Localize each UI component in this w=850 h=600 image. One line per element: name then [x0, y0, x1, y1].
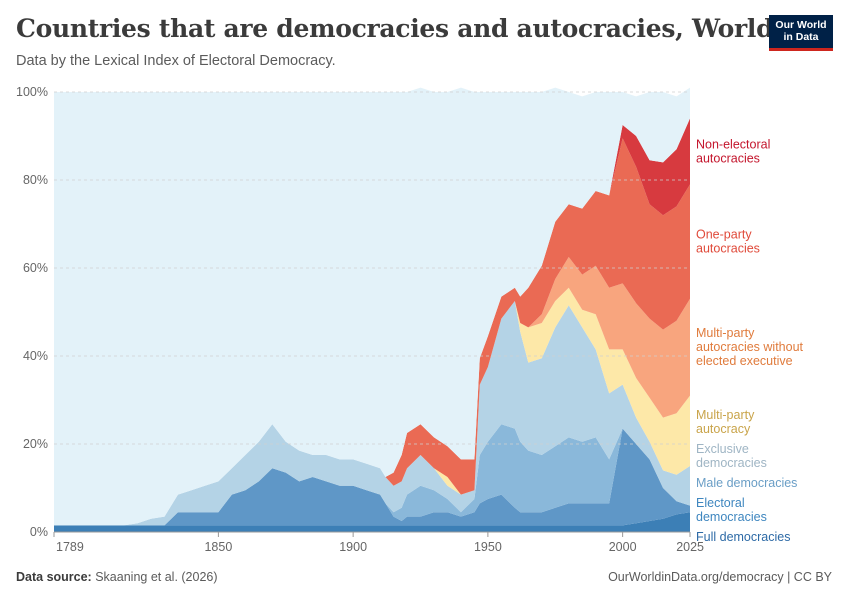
label-line: Exclusive [696, 442, 749, 456]
x-axis: 1789 1850 1900 1950 2000 2025 [53, 532, 704, 554]
data-source-label: Data source: [16, 570, 92, 584]
logo-line-1: Our World [775, 19, 827, 31]
x-tick-label: 2000 [609, 540, 637, 554]
label-line: One-party [696, 228, 752, 242]
label-line: democracies [696, 456, 767, 470]
y-tick-label: 40% [23, 349, 48, 363]
label-line: Multi-party [696, 326, 755, 340]
y-tick-label: 0% [30, 525, 48, 539]
label-line: autocracies [696, 151, 760, 165]
label-line: Electoral [696, 496, 745, 510]
label-male-democracies[interactable]: Male democracies [696, 476, 797, 490]
owid-logo[interactable]: Our World in Data [769, 15, 833, 51]
label-line: autocracies [696, 242, 760, 256]
label-non-electoral-autocracies[interactable]: Non-electoral autocracies [696, 137, 770, 165]
label-line: Male democracies [696, 476, 797, 490]
y-tick-label: 20% [23, 437, 48, 451]
area-exclusive-democracies[interactable] [54, 301, 690, 526]
x-tick-label: 1789 [56, 540, 84, 554]
data-source-text[interactable]: Skaaning et al. (2026) [95, 570, 218, 584]
data-source: Data source: Skaaning et al. (2026) [16, 570, 218, 584]
credit-link[interactable]: OurWorldinData.org/democracy | CC BY [608, 570, 832, 584]
label-line: democracies [696, 510, 767, 524]
label-line: autocracy [696, 422, 751, 436]
y-tick-label: 80% [23, 173, 48, 187]
area-series-group [54, 87, 690, 532]
area-multi-party-autocracy[interactable] [54, 287, 690, 526]
y-axis: 0% 20% 40% 60% 80% 100% [16, 85, 48, 539]
label-line: elected executive [696, 354, 793, 368]
area-full-democracies[interactable] [54, 512, 690, 532]
label-exclusive-democracies[interactable]: Exclusive democracies [696, 442, 767, 470]
label-line: Full democracies [696, 530, 790, 544]
y-tick-label: 100% [16, 85, 48, 99]
x-tick-label: 1850 [204, 540, 232, 554]
grid-lines [54, 91, 690, 533]
area-male-democracies[interactable] [54, 424, 690, 526]
label-line: autocracies without [696, 340, 804, 354]
chart-subtitle: Data by the Lexical Index of Electoral D… [16, 53, 336, 69]
label-multi-party-autocracy[interactable]: Multi-party autocracy [696, 408, 755, 436]
label-one-party-autocracies[interactable]: One-party autocracies [696, 228, 760, 256]
label-electoral-democracies[interactable]: Electoral democracies [696, 496, 767, 524]
area-one-party-autocracies[interactable] [54, 138, 690, 526]
x-tick-label: 1900 [339, 540, 367, 554]
label-full-democracies[interactable]: Full democracies [696, 530, 790, 544]
label-line: Multi-party [696, 408, 755, 422]
label-multi-party-autocracies-without-elected-executive[interactable]: Multi-party autocracies without elected ex… [696, 326, 804, 368]
chart-title: Countries that are democracies and autoc… [16, 14, 774, 43]
area-electoral-democracies[interactable] [54, 428, 690, 526]
logo-line-2: in Data [783, 31, 819, 43]
area-not-a-sovereign-state-no-data[interactable] [54, 87, 690, 526]
x-tick-label: 2025 [676, 540, 704, 554]
y-tick-label: 60% [23, 261, 48, 275]
label-line: Non-electoral [696, 137, 770, 151]
x-tick-label: 1950 [474, 540, 502, 554]
